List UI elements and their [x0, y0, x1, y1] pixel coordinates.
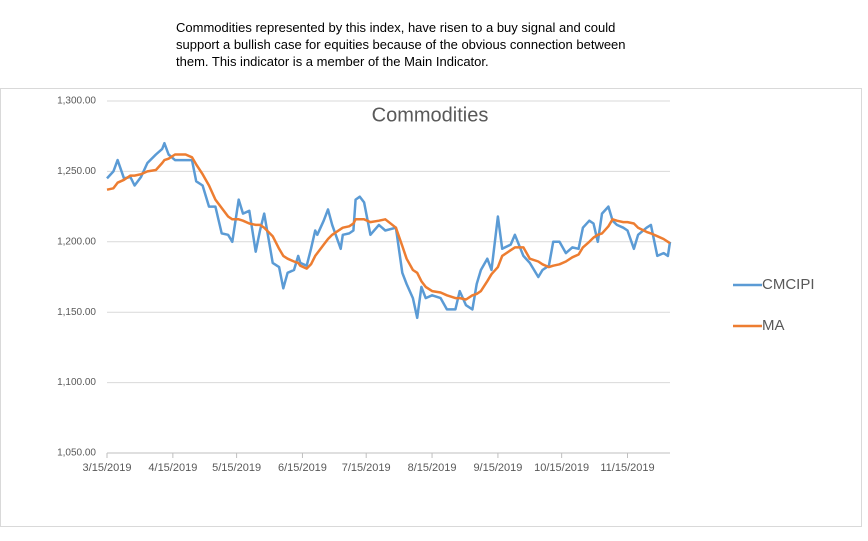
x-tick-label: 9/15/2019 — [473, 462, 522, 474]
chart-frame — [0, 88, 862, 527]
y-tick-label: 1,100.00 — [57, 377, 96, 388]
x-tick-label: 11/15/2019 — [600, 462, 654, 474]
x-tick-label: 4/15/2019 — [148, 462, 197, 474]
x-tick-label: 7/15/2019 — [342, 462, 391, 474]
series-line — [106, 153, 671, 301]
x-tick-label: 6/15/2019 — [278, 462, 327, 474]
series-line — [106, 141, 672, 320]
y-tick-label: 1,150.00 — [57, 307, 96, 318]
y-tick-label: 1,200.00 — [57, 236, 96, 247]
annotation-line: Commodities represented by this index, h… — [176, 20, 615, 35]
annotation-line: support a bullish case for equities beca… — [176, 37, 626, 52]
x-tick-label: 8/15/2019 — [408, 462, 457, 474]
y-tick-label: 1,300.00 — [57, 96, 96, 107]
x-tick-label: 10/15/2019 — [534, 462, 589, 474]
annotation-line: them. This indicator is a member of the … — [176, 54, 489, 69]
y-tick-label: 1,050.00 — [57, 448, 96, 459]
legend-label: CMCIPI — [762, 276, 815, 293]
x-tick-label: 5/15/2019 — [212, 462, 261, 474]
x-tick-label: 3/15/2019 — [83, 462, 132, 474]
chart-title: Commodities — [372, 104, 489, 126]
y-tick-label: 1,250.00 — [57, 166, 96, 177]
legend-label: MA — [762, 317, 785, 334]
